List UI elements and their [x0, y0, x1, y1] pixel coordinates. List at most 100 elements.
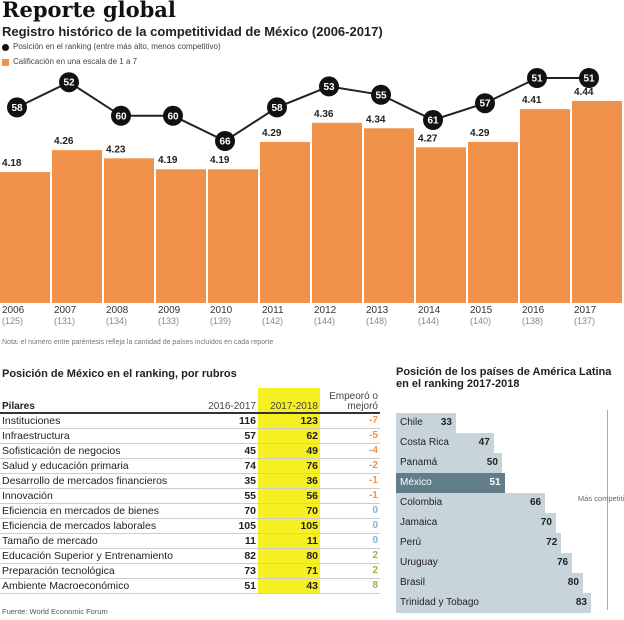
rank-2016: 55 — [199, 488, 258, 504]
bar — [208, 169, 258, 303]
bar-label: 4.18 — [2, 158, 22, 169]
country-name: México — [400, 477, 432, 488]
countries-count: (144) — [314, 316, 336, 326]
page-title: Reporte global — [2, 0, 176, 22]
rank-label: 52 — [63, 78, 75, 89]
country-name: Perú — [400, 537, 422, 548]
year-label: 2016 — [522, 305, 545, 316]
year-label: 2011 — [262, 305, 284, 316]
year-label: 2012 — [314, 305, 337, 316]
year-tick: 2006 (125) — [2, 305, 24, 327]
bar — [364, 128, 414, 303]
pillar-name: Educación Superior y Entrenamiento — [0, 548, 200, 564]
bar — [0, 171, 50, 303]
pillar-name: Eficiencia de mercados laborales — [0, 518, 200, 534]
country-bar: Costa Rica 47 — [396, 433, 494, 453]
country-bar: Panamá 50 — [396, 453, 502, 473]
col-header: 2016-2017 — [199, 388, 258, 414]
country-rank: 51 — [489, 477, 501, 488]
country-bar: México 51 — [396, 473, 505, 493]
countries-count: (125) — [2, 316, 24, 326]
countries-count: (144) — [418, 316, 440, 326]
change: -7 — [320, 413, 380, 429]
rank-2017: 62 — [258, 428, 320, 444]
rank-label: 51 — [531, 74, 543, 85]
table-row: Educación Superior y Entrenamiento 82 80 2 — [0, 548, 380, 564]
year-tick: 2009 (133) — [158, 305, 180, 327]
country-rank: 80 — [567, 577, 579, 588]
rank-2017: 80 — [258, 548, 320, 564]
rank-2017: 43 — [258, 578, 320, 594]
country-rank: 72 — [546, 537, 558, 548]
change: 2 — [320, 563, 380, 579]
change: -5 — [320, 428, 380, 444]
change: 2 — [320, 548, 380, 564]
bar-label: 4.27 — [418, 133, 438, 144]
change: 0 — [320, 518, 380, 534]
country-name: Trinidad y Tobago — [400, 597, 479, 608]
rank-2016: 105 — [199, 518, 258, 534]
bar-label: 4.29 — [470, 128, 490, 139]
legend-bar: Calificación en una escala de 1 a 7 — [2, 57, 137, 67]
table-row: Desarrollo de mercados financieros 35 36 -1 — [0, 473, 380, 489]
year-tick: 2014 (144) — [418, 305, 440, 327]
legend-bar-label: Calificación en una escala de 1 a 7 — [13, 57, 138, 66]
bar — [520, 109, 570, 303]
country-name: Panamá — [400, 457, 438, 468]
country-bar: Perú 72 — [396, 533, 562, 553]
table-row: Tamaño de mercado 11 11 0 — [0, 533, 380, 549]
country-rank: 83 — [575, 597, 587, 608]
bar-label: 4.29 — [262, 128, 282, 139]
year-label: 2015 — [470, 305, 493, 316]
year-label: 2010 — [210, 305, 233, 316]
pillar-name: Eficiencia en mercados de bienes — [0, 503, 200, 519]
year-label: 2009 — [158, 305, 181, 316]
rank-2016: 73 — [199, 563, 258, 579]
bar — [104, 158, 154, 303]
rank-2017: 49 — [258, 443, 320, 459]
year-tick: 2011 (142) — [262, 305, 284, 327]
rank-2017: 11 — [258, 533, 320, 549]
latam-title: Posición de los países de América Latina… — [396, 366, 612, 390]
col-header: Empeoró o mejoró — [320, 388, 380, 414]
change: 8 — [320, 578, 380, 594]
legend-line: Posición en el ranking (entre más alto, … — [2, 42, 221, 52]
country-rank: 33 — [440, 417, 452, 428]
rank-point — [163, 105, 183, 126]
pillar-name: Ambiente Macroeconómico — [0, 578, 200, 594]
countries-count: (148) — [366, 316, 388, 326]
rank-2017: 71 — [258, 563, 320, 579]
dot-icon — [2, 43, 9, 51]
year-tick: 2016 (138) — [522, 305, 544, 327]
countries-count: (134) — [106, 316, 128, 326]
year-label: 2017 — [574, 305, 597, 316]
bar — [572, 100, 622, 303]
year-tick: 2010 (139) — [210, 305, 232, 327]
pillar-name: Tamaño de mercado — [0, 533, 200, 549]
country-bar: Trinidad y Tobago 83 — [396, 593, 591, 613]
bar — [52, 150, 102, 303]
legend-line-label: Posición en el ranking (entre más alto, … — [13, 42, 221, 51]
table-row: Sofisticación de negocios 45 49 -4 — [0, 443, 380, 459]
country-name: Colombia — [400, 497, 443, 508]
year-label: 2013 — [366, 305, 389, 316]
year-tick: 2007 (131) — [54, 305, 76, 327]
rank-point — [579, 68, 599, 88]
country-bar: Chile 33 — [396, 413, 456, 433]
bar-label: 4.44 — [574, 87, 594, 98]
rank-2016: 11 — [199, 533, 258, 549]
rank-point — [527, 68, 547, 88]
axis-label: Más competitivo — [577, 494, 624, 503]
table-row: Infraestructura 57 62 -5 — [0, 428, 380, 444]
pillar-name: Desarrollo de mercados financieros — [0, 473, 200, 489]
table-row: Innovación 55 56 -1 — [0, 488, 380, 504]
rank-2016: 45 — [199, 443, 258, 459]
countries-count: (133) — [158, 316, 180, 326]
rank-point — [423, 110, 443, 130]
bar — [156, 169, 206, 303]
year-label: 2008 — [106, 305, 129, 316]
country-bar: Brasil 80 — [396, 573, 583, 593]
bar-label: 4.41 — [522, 95, 542, 106]
table-row: Preparación tecnológica 73 71 2 — [0, 563, 380, 579]
year-tick: 2008 (134) — [106, 305, 128, 327]
